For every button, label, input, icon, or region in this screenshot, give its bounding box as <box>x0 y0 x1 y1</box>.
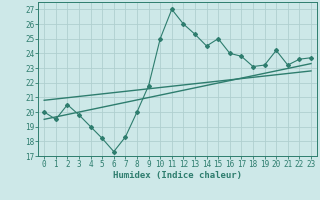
X-axis label: Humidex (Indice chaleur): Humidex (Indice chaleur) <box>113 171 242 180</box>
